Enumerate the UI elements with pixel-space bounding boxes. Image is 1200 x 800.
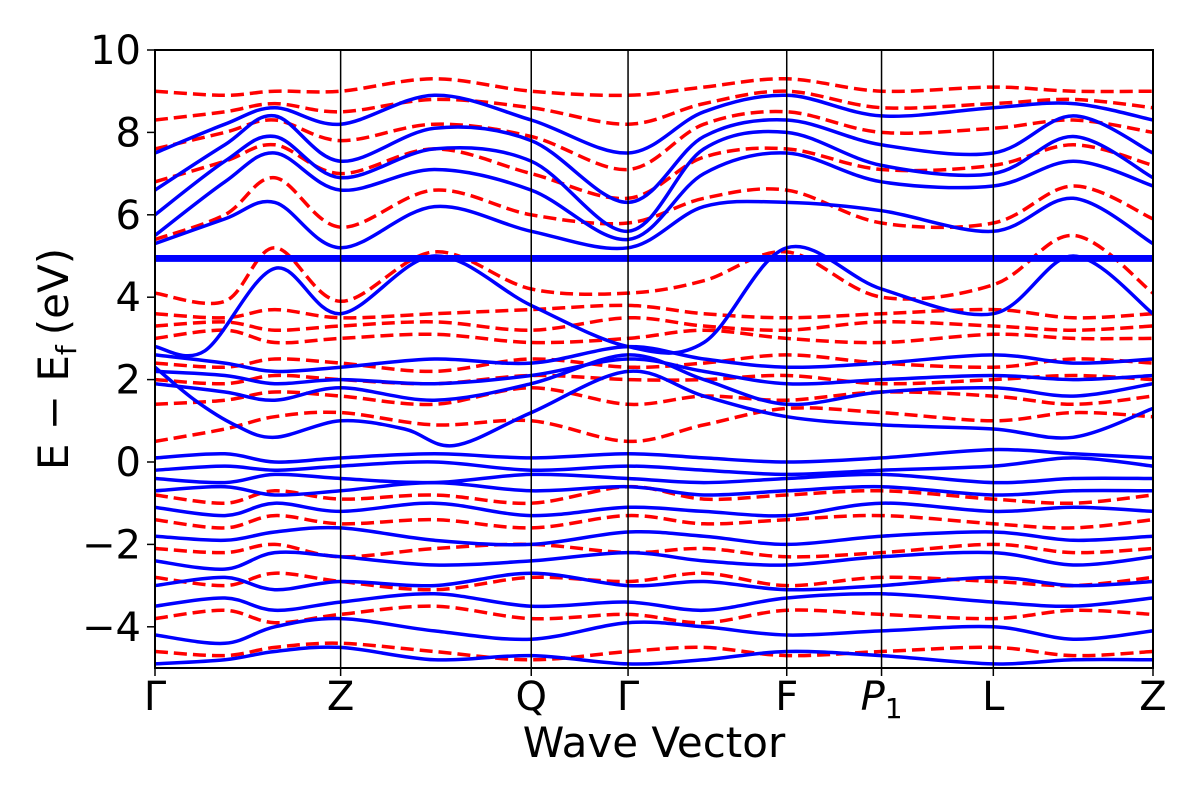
y-axis-label-main: E − E	[29, 355, 78, 470]
y-tick-label: 2	[116, 358, 141, 404]
solid-band-15	[155, 244, 1153, 358]
solid-band-10	[155, 447, 1153, 464]
y-tick-label: 0	[116, 440, 141, 486]
band-lines	[155, 77, 1153, 666]
y-axis-label-unit: (eV)	[29, 248, 78, 335]
dashed-band-18	[155, 77, 1153, 98]
plot-frame	[154, 49, 1154, 669]
x-tick-label-4: F	[775, 674, 798, 720]
dashed-band-10	[155, 328, 1153, 345]
dashed-band-0	[155, 641, 1153, 662]
y-axis-ticks: −4 −2 0 2 4 6 8 10	[82, 28, 155, 651]
x-tick-label-6: L	[982, 674, 1005, 720]
solid-band-8	[155, 472, 1153, 485]
dashed-band-6	[155, 406, 1153, 444]
y-tick-label: 6	[116, 193, 141, 239]
x-axis-ticks: Γ Z Q Γ F P1 L Z	[144, 668, 1167, 725]
solid-band-4	[155, 550, 1153, 571]
solid-band-5	[155, 525, 1153, 547]
dashed-band-7	[155, 386, 1153, 407]
x-tick-label-3: Γ	[617, 674, 640, 720]
high-symmetry-lines	[339, 50, 995, 668]
y-tick-label: −4	[82, 605, 141, 651]
dashed-band-4	[155, 513, 1153, 530]
x-tick-label-1: Z	[327, 674, 354, 720]
x-axis-label: Wave Vector	[523, 718, 786, 767]
dashed-band-11	[155, 316, 1153, 333]
solid-band-2	[155, 591, 1153, 613]
y-tick-label: 10	[90, 28, 141, 74]
solid-band-7	[155, 480, 1153, 497]
solid-band-1	[155, 616, 1153, 646]
dashed-band-13	[155, 233, 1153, 306]
y-tick-label: −2	[82, 522, 141, 568]
y-axis-label: E − Ef (eV)	[29, 248, 83, 470]
solid-band-6	[155, 501, 1153, 518]
x-tick-label-0: Γ	[144, 674, 167, 720]
y-tick-label: 8	[116, 110, 141, 156]
x-tick-label-7: Z	[1139, 674, 1166, 720]
x-tick-label-2: Q	[516, 674, 547, 720]
y-axis-label-subscript: f	[50, 344, 83, 355]
solid-band-11	[155, 365, 1153, 448]
y-tick-label: 4	[116, 275, 141, 321]
solid-band-20	[155, 129, 1153, 234]
x-tick-label-5: P1	[861, 674, 903, 725]
